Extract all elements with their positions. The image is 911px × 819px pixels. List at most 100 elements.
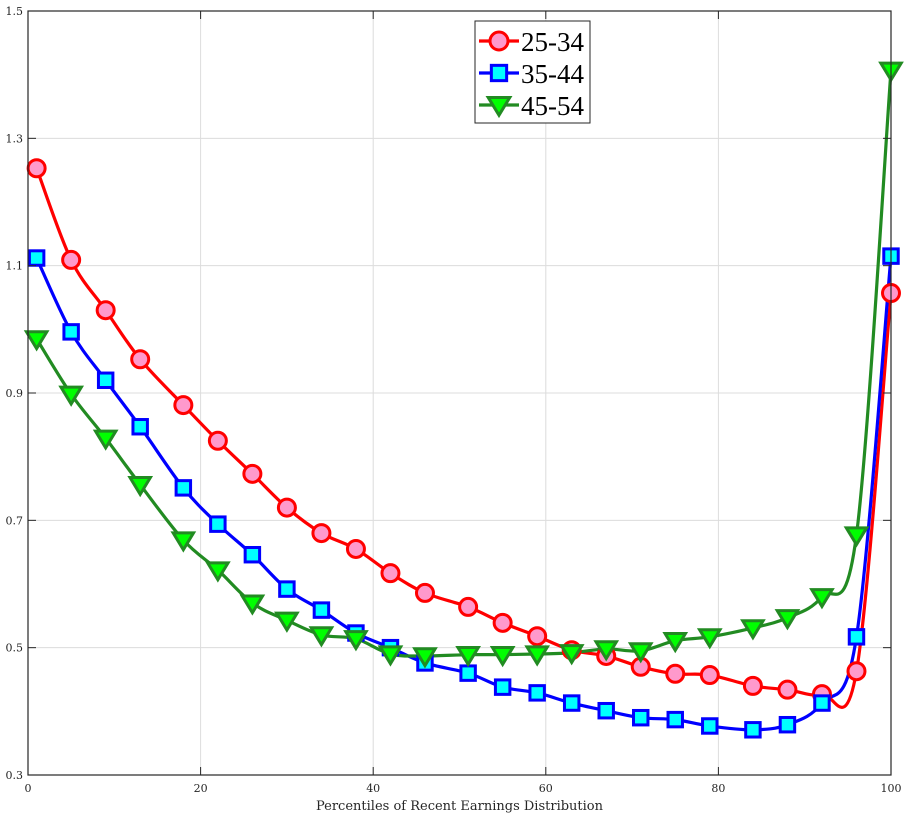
triangle-down-marker (843, 526, 870, 548)
y-tick-label: 1.1 (6, 260, 24, 273)
grid-lines (28, 11, 891, 775)
circle-marker (130, 349, 151, 370)
circle-marker (414, 582, 435, 603)
triangle-down-marker (485, 95, 513, 119)
triangle-down-marker (696, 628, 723, 650)
square-marker (744, 721, 762, 739)
circle-marker (276, 497, 297, 518)
triangle-down-marker (58, 385, 85, 407)
legend-item-35-44: 35-44 (479, 59, 584, 89)
circle-marker (458, 596, 479, 617)
triangle-down-marker (774, 609, 801, 631)
y-tick-label: 1.3 (6, 132, 24, 145)
triangle-down-marker (343, 630, 369, 652)
triangle-down-marker (662, 632, 689, 654)
triangle-down-marker (204, 561, 231, 583)
circle-marker (26, 158, 47, 179)
circle-marker (345, 538, 366, 559)
x-tick-label: 20 (194, 782, 208, 795)
triangle-down-marker (740, 619, 766, 641)
circle-marker (311, 523, 332, 544)
triangle-down-marker (455, 646, 481, 668)
circle-marker (742, 675, 763, 696)
square-marker (493, 678, 512, 696)
triangle-down-marker (558, 644, 585, 666)
series-markers-45-54 (23, 61, 904, 669)
square-marker (131, 418, 149, 436)
square-marker (209, 515, 227, 533)
square-marker (632, 708, 650, 727)
circle-marker (61, 249, 82, 270)
triangle-down-marker (377, 645, 404, 667)
legend-item-25-34: 25-34 (479, 27, 584, 57)
circle-marker (699, 665, 720, 686)
legend-item-45-54: 45-54 (479, 91, 584, 121)
square-marker (489, 63, 509, 83)
triangle-down-marker (524, 645, 551, 667)
circle-marker (665, 663, 686, 684)
square-marker (459, 664, 477, 682)
y-tick-label: 0.9 (6, 387, 24, 400)
y-tick-label: 0.3 (6, 769, 24, 782)
legend-label: 25-34 (521, 27, 584, 57)
square-marker (312, 601, 331, 619)
square-marker (62, 323, 80, 341)
circle-marker (777, 679, 798, 700)
circle-marker (173, 395, 194, 416)
legend-label: 35-44 (521, 59, 584, 89)
square-marker (174, 479, 193, 497)
series-markers-25-34 (26, 158, 901, 705)
y-tick-label: 1.5 (6, 5, 24, 18)
x-tick-label: 80 (711, 782, 725, 795)
circle-marker (527, 626, 548, 647)
circle-marker (380, 563, 401, 584)
circle-marker (95, 300, 116, 321)
y-tick-label: 0.5 (6, 642, 24, 655)
triangle-down-marker (627, 642, 654, 664)
square-marker (813, 694, 831, 712)
circle-marker (207, 430, 228, 451)
triangle-down-marker (127, 476, 154, 498)
triangle-down-marker (809, 588, 835, 610)
square-marker (278, 580, 296, 598)
triangle-down-marker (23, 330, 50, 352)
series-line-45-54 (35, 70, 893, 658)
axis-ticks (27, 10, 892, 776)
series-lines (35, 70, 893, 732)
square-marker (778, 715, 797, 734)
square-marker (27, 249, 46, 267)
legend-label: 45-54 (521, 91, 584, 121)
y-tick-labels: 0.3 0.5 0.7 0.9 1.1 1.3 1.5 (6, 5, 24, 782)
triangle-down-marker (308, 626, 335, 648)
triangle-down-marker (489, 646, 516, 668)
circle-marker (242, 463, 263, 484)
x-axis-title: Percentiles of Recent Earnings Distribut… (316, 799, 604, 814)
triangle-down-marker (412, 647, 438, 669)
circle-marker (846, 661, 867, 682)
circle-marker (492, 612, 513, 633)
circle-marker (488, 30, 510, 52)
x-tick-labels: 0 20 40 60 80 100 (25, 782, 902, 795)
triangle-down-marker (239, 594, 266, 616)
square-marker (701, 717, 719, 735)
x-tick-label: 0 (25, 782, 32, 795)
square-marker (597, 701, 615, 720)
square-marker (96, 371, 115, 389)
x-tick-label: 40 (366, 782, 380, 795)
triangle-down-marker (593, 640, 620, 662)
square-marker (528, 684, 546, 702)
triangle-down-marker (170, 531, 197, 553)
triangle-down-marker (92, 429, 119, 451)
triangle-down-marker (274, 611, 300, 633)
x-tick-label: 100 (881, 782, 902, 795)
series-markers (23, 61, 904, 739)
series-markers-35-44 (27, 247, 900, 739)
y-tick-label: 0.7 (6, 514, 24, 527)
x-tick-label: 60 (539, 782, 553, 795)
square-marker (562, 694, 581, 712)
square-marker (243, 545, 262, 564)
square-marker (847, 628, 866, 646)
square-marker (666, 710, 684, 729)
